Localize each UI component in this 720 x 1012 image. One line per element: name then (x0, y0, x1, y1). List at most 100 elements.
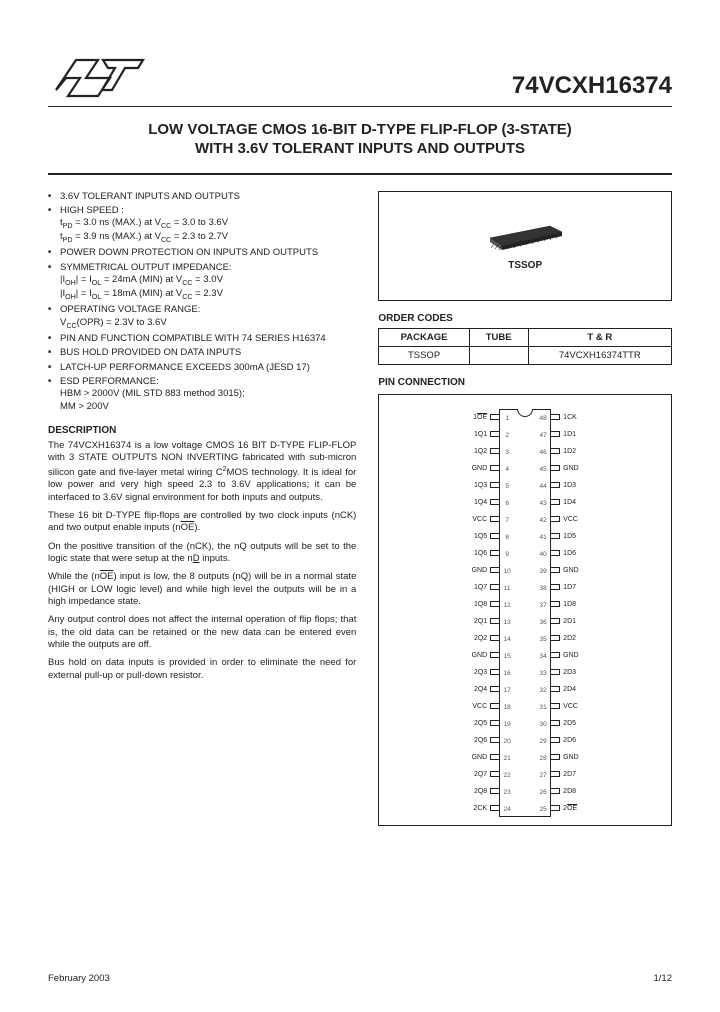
pin-row: 1D4 (551, 494, 598, 511)
pin-row: 2Q3 (452, 664, 499, 681)
pin-label: 1Q7 (452, 584, 490, 591)
pin-number: 8 (500, 534, 514, 541)
pin-lead (550, 652, 560, 658)
pin-number: 22 (500, 772, 514, 779)
feature-item: PIN AND FUNCTION COMPATIBLE WITH 74 SERI… (48, 333, 356, 345)
pin-left-labels: 1OE1Q11Q2GND1Q31Q4VCC1Q51Q6GND1Q71Q82Q12… (452, 409, 499, 817)
pin-row: 1D7 (551, 579, 598, 596)
pin-label: GND (560, 465, 598, 472)
pin-row: 1D6 (551, 545, 598, 562)
pin-number: 39 (536, 568, 550, 575)
td-tube (469, 346, 528, 364)
pin-number: 43 (536, 500, 550, 507)
pin-number: 10 (500, 568, 514, 575)
pin-lead (550, 482, 560, 488)
pin-number: 21 (500, 755, 514, 762)
pin-lead (550, 567, 560, 573)
pin-number: 16 (500, 670, 514, 677)
pin-row: 1Q8 (452, 596, 499, 613)
pin-lead (550, 499, 560, 505)
pin-label: GND (452, 652, 490, 659)
title-line-2: WITH 3.6V TOLERANT INPUTS AND OUTPUTS (48, 140, 672, 159)
pin-number: 20 (500, 738, 514, 745)
pin-number: 35 (536, 636, 550, 643)
pin-row: 1D5 (551, 528, 598, 545)
pin-label: GND (452, 465, 490, 472)
description-paragraph: Any output control does not affect the i… (48, 614, 356, 651)
pin-label: 2D5 (560, 720, 598, 727)
table-row: PACKAGE TUBE T & R (379, 328, 672, 346)
pin-label: 2Q8 (452, 788, 490, 795)
pin-row: 2D6 (551, 732, 598, 749)
pin-left-nums: 123456789101112131415161718192021222324 (500, 410, 514, 818)
feature-item: POWER DOWN PROTECTION ON INPUTS AND OUTP… (48, 247, 356, 259)
pin-label: VCC (452, 703, 490, 710)
pin-number: 47 (536, 432, 550, 439)
pin-row: GND (551, 562, 598, 579)
pin-label: 2D2 (560, 635, 598, 642)
feature-item: 3.6V TOLERANT INPUTS AND OUTPUTS (48, 191, 356, 203)
pin-label: 2D8 (560, 788, 598, 795)
pin-number: 27 (536, 772, 550, 779)
pin-row: 2Q7 (452, 766, 499, 783)
pin-label: 2Q3 (452, 669, 490, 676)
pin-number: 13 (500, 619, 514, 626)
pin-number: 40 (536, 551, 550, 558)
pin-lead (550, 635, 560, 641)
pin-lead (550, 788, 560, 794)
feature-item: ESD PERFORMANCE:HBM > 2000V (MIL STD 883… (48, 376, 356, 413)
pin-label: 2Q1 (452, 618, 490, 625)
pin-number: 48 (536, 415, 550, 422)
pin-label: 1Q6 (452, 550, 490, 557)
description-paragraph: Bus hold on data inputs is provided in o… (48, 657, 356, 682)
pin-number: 33 (536, 670, 550, 677)
pin-label: VCC (560, 703, 598, 710)
pin-row: GND (551, 749, 598, 766)
pin-label: 1Q1 (452, 431, 490, 438)
pin-label: GND (560, 567, 598, 574)
pin-row: 2Q4 (452, 681, 499, 698)
pin-lead (550, 686, 560, 692)
pin-label: 2Q6 (452, 737, 490, 744)
pin-label: 1D5 (560, 533, 598, 540)
pin-row: 1Q5 (452, 528, 499, 545)
pin-row: GND (452, 647, 499, 664)
footer: February 2003 1/12 (48, 973, 672, 984)
pin-label: 1Q5 (452, 533, 490, 540)
pin-label: GND (560, 652, 598, 659)
pin-right-labels: 1CK1D11D2GND1D31D4VCC1D51D6GND1D71D82D12… (551, 409, 598, 817)
th-tube: TUBE (469, 328, 528, 346)
pin-row: 1D1 (551, 426, 598, 443)
pin-lead (550, 414, 560, 420)
pin-row: VCC (551, 698, 598, 715)
pin-lead (550, 754, 560, 760)
pin-row: 2D7 (551, 766, 598, 783)
pin-label: 1Q2 (452, 448, 490, 455)
pin-lead (550, 584, 560, 590)
pin-connection-heading: PIN CONNECTION (378, 377, 672, 388)
pin-row: VCC (452, 511, 499, 528)
pin-row: 1Q3 (452, 477, 499, 494)
pin-lead (550, 448, 560, 454)
pin-number: 7 (500, 517, 514, 524)
feature-item: LATCH-UP PERFORMANCE EXCEEDS 300mA (JESD… (48, 362, 356, 374)
pin-number: 2 (500, 432, 514, 439)
pin-row: 1D8 (551, 596, 598, 613)
pin-row: 2D1 (551, 613, 598, 630)
pin-label: 2D7 (560, 771, 598, 778)
pin-number: 4 (500, 466, 514, 473)
header-row: 74VCXH16374 (48, 50, 672, 100)
pin-label: 1OE (452, 414, 490, 421)
td-tr: 74VCXH16374TTR (528, 346, 671, 364)
pin-number: 32 (536, 687, 550, 694)
pin-number: 17 (500, 687, 514, 694)
pin-lead (550, 805, 560, 811)
pin-number: 30 (536, 721, 550, 728)
pin-number: 45 (536, 466, 550, 473)
description-paragraph: The 74VCXH16374 is a low voltage CMOS 16… (48, 440, 356, 504)
pin-row: 1Q2 (452, 443, 499, 460)
pin-lead (550, 618, 560, 624)
pin-row: 2OE (551, 800, 598, 817)
pin-row: 1D2 (551, 443, 598, 460)
pin-row: 1Q6 (452, 545, 499, 562)
